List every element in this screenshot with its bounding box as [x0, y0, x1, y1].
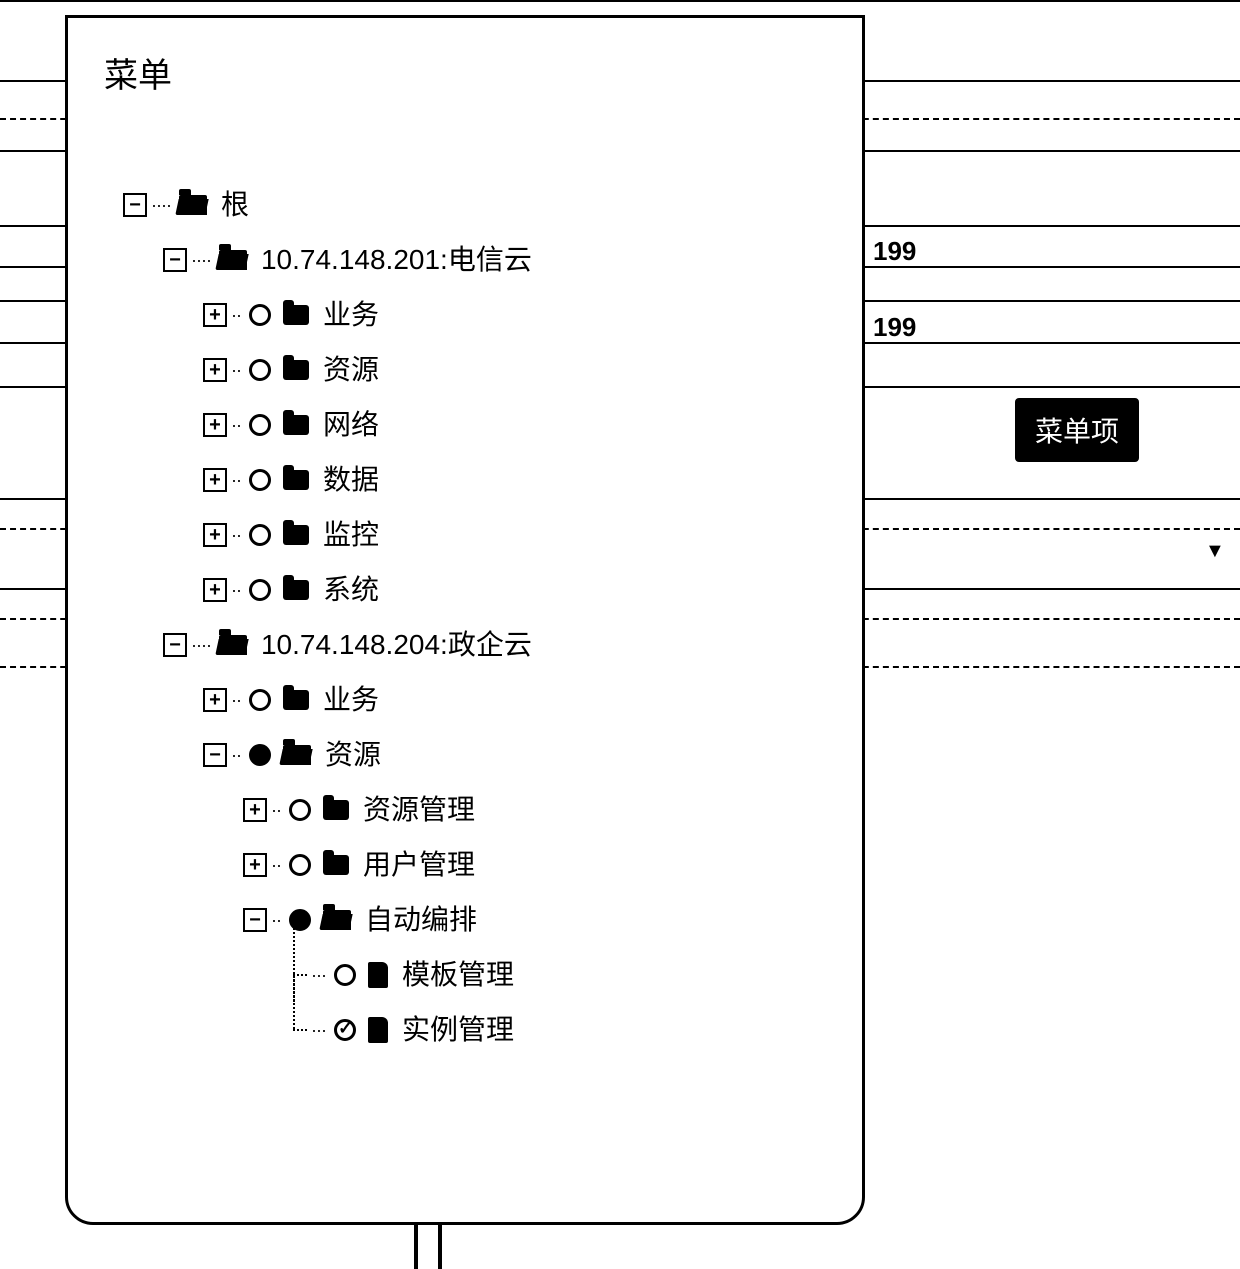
- expand-toggle[interactable]: [203, 413, 227, 437]
- expand-toggle[interactable]: [203, 743, 227, 767]
- node-label: 资源: [323, 356, 379, 384]
- folder-icon: [283, 305, 309, 325]
- vline-2: [438, 1225, 442, 1269]
- tree-node[interactable]: ··· 实例管理: [123, 1002, 832, 1057]
- menu-tree: ···· 根 ···· 10.74.148.201:电信云 ·· 业务 ·· 资…: [68, 97, 862, 1087]
- radio-icon[interactable]: [249, 414, 271, 436]
- expand-toggle[interactable]: [243, 798, 267, 822]
- expand-toggle[interactable]: [123, 193, 147, 217]
- side-value-2: 199: [873, 312, 916, 343]
- folder-icon: [323, 855, 349, 875]
- radio-icon[interactable]: [249, 359, 271, 381]
- expand-toggle[interactable]: [203, 578, 227, 602]
- expand-toggle[interactable]: [163, 633, 187, 657]
- tree-node[interactable]: ·· 资源: [123, 342, 832, 397]
- menu-panel: 菜单 ···· 根 ···· 10.74.148.201:电信云 ·· 业务 ·…: [65, 15, 865, 1225]
- expand-toggle[interactable]: [203, 468, 227, 492]
- tree-connector: [283, 1002, 307, 1057]
- node-label: 10.74.148.201:电信云: [261, 246, 532, 274]
- folder-icon: [283, 525, 309, 545]
- folder-open-icon: [179, 195, 207, 215]
- folder-icon: [283, 470, 309, 490]
- tree-node-resource[interactable]: ·· 资源: [123, 727, 832, 782]
- radio-checked-icon[interactable]: [334, 1019, 356, 1041]
- folder-icon: [283, 360, 309, 380]
- expand-toggle[interactable]: [203, 688, 227, 712]
- node-label: 模板管理: [402, 961, 514, 989]
- panel-title: 菜单: [68, 18, 862, 97]
- radio-icon[interactable]: [289, 854, 311, 876]
- folder-open-icon: [219, 250, 247, 270]
- file-icon: [368, 1017, 388, 1043]
- tree-node[interactable]: ·· 用户管理: [123, 837, 832, 892]
- tree-node-cloud1[interactable]: ···· 10.74.148.201:电信云: [123, 232, 832, 287]
- folder-icon: [283, 580, 309, 600]
- tree-connector: [283, 947, 307, 1002]
- tree-connector: ····: [151, 196, 171, 214]
- folder-open-icon: [219, 635, 247, 655]
- node-label: 数据: [323, 466, 379, 494]
- node-label: 资源管理: [363, 796, 475, 824]
- node-label: 业务: [323, 686, 379, 714]
- dropdown-triangle-icon[interactable]: ▼: [1205, 540, 1225, 563]
- side-value-1: 199: [873, 236, 916, 267]
- folder-icon: [283, 415, 309, 435]
- expand-toggle[interactable]: [243, 853, 267, 877]
- folder-open-icon: [283, 745, 311, 765]
- radio-icon[interactable]: [249, 689, 271, 711]
- tree-node[interactable]: ·· 业务: [123, 287, 832, 342]
- expand-toggle[interactable]: [203, 358, 227, 382]
- tree-connector: ····: [191, 251, 211, 269]
- tree-node-autoorch[interactable]: ·· 自动编排: [123, 892, 832, 947]
- node-label: 业务: [323, 301, 379, 329]
- radio-icon[interactable]: [249, 524, 271, 546]
- radio-icon[interactable]: [249, 304, 271, 326]
- radio-icon[interactable]: [249, 469, 271, 491]
- tree-node[interactable]: ·· 数据: [123, 452, 832, 507]
- node-label: 根: [221, 191, 249, 219]
- node-label: 监控: [323, 521, 379, 549]
- node-label: 自动编排: [365, 906, 477, 934]
- tree-node[interactable]: ·· 资源管理: [123, 782, 832, 837]
- menuitem-badge[interactable]: 菜单项: [1015, 398, 1139, 462]
- tree-node-cloud2[interactable]: ···· 10.74.148.204:政企云: [123, 617, 832, 672]
- vline-1: [414, 1225, 418, 1269]
- expand-toggle[interactable]: [243, 908, 267, 932]
- tree-node[interactable]: ·· 业务: [123, 672, 832, 727]
- folder-icon: [283, 690, 309, 710]
- node-label: 用户管理: [363, 851, 475, 879]
- radio-filled-icon[interactable]: [249, 744, 271, 766]
- file-icon: [368, 962, 388, 988]
- radio-icon[interactable]: [334, 964, 356, 986]
- radio-icon[interactable]: [249, 579, 271, 601]
- tree-node[interactable]: ·· 监控: [123, 507, 832, 562]
- folder-icon: [323, 800, 349, 820]
- tree-node-root[interactable]: ···· 根: [123, 177, 832, 232]
- node-label: 实例管理: [402, 1016, 514, 1044]
- expand-toggle[interactable]: [163, 248, 187, 272]
- folder-open-icon: [323, 910, 351, 930]
- radio-icon[interactable]: [289, 799, 311, 821]
- expand-toggle[interactable]: [203, 523, 227, 547]
- node-label: 资源: [325, 741, 381, 769]
- node-label: 网络: [323, 411, 379, 439]
- expand-toggle[interactable]: [203, 303, 227, 327]
- node-label: 系统: [323, 576, 379, 604]
- tree-node[interactable]: ·· 网络: [123, 397, 832, 452]
- tree-node[interactable]: ··· 模板管理: [123, 947, 832, 1002]
- tree-connector: ····: [191, 636, 211, 654]
- node-label: 10.74.148.204:政企云: [261, 631, 532, 659]
- tree-node[interactable]: ·· 系统: [123, 562, 832, 617]
